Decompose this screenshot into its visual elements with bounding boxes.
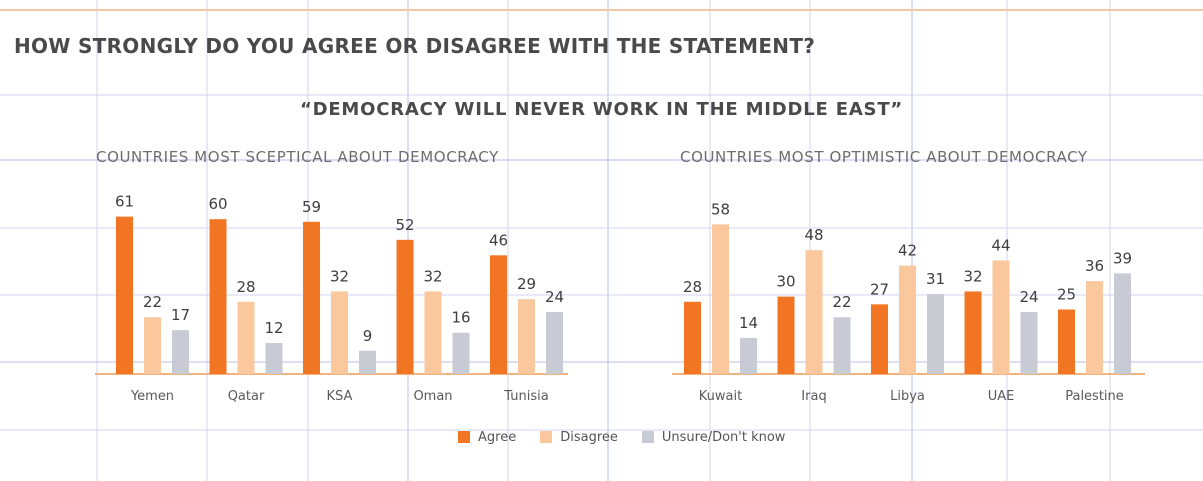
bar-disagree — [424, 291, 442, 374]
category-label: KSA — [327, 389, 353, 404]
bar-disagree — [144, 317, 161, 374]
bar-unsure — [1114, 273, 1131, 374]
bar-disagree — [518, 299, 535, 374]
bar-disagree — [237, 301, 255, 374]
category-label: Yemen — [130, 389, 174, 404]
statement-subtitle: “DEMOCRACY WILL NEVER WORK IN THE MIDDLE… — [299, 99, 904, 120]
data-label: 32 — [963, 267, 982, 285]
bar-agree — [1058, 309, 1075, 374]
bar-unsure — [1020, 312, 1038, 374]
legend-label-agree: Agree — [478, 429, 517, 445]
bar-unsure — [546, 312, 563, 374]
category-label: Kuwait — [699, 389, 742, 404]
bar-unsure — [265, 343, 283, 374]
data-label: 29 — [517, 275, 536, 293]
legend-item-agree: Agree — [458, 430, 516, 445]
legend-swatch-agree — [458, 431, 470, 443]
data-label: 59 — [302, 198, 321, 216]
data-label: 46 — [489, 231, 508, 249]
data-label: 14 — [739, 314, 758, 332]
legend-item-disagree: Disagree — [540, 430, 618, 445]
data-label: 16 — [451, 309, 470, 327]
data-label: 27 — [870, 280, 889, 298]
data-label: 22 — [143, 293, 162, 311]
data-label: 58 — [711, 200, 730, 218]
legend-item-unsure: Unsure/Don't know — [641, 429, 786, 445]
data-label: 42 — [898, 242, 917, 260]
data-label: 48 — [804, 226, 823, 244]
data-label: 39 — [1113, 249, 1132, 267]
category-label: Tunisia — [503, 389, 548, 404]
bar-agree — [777, 296, 795, 374]
data-label: 12 — [264, 319, 283, 337]
top-rule — [0, 9, 1203, 11]
data-label: 60 — [208, 195, 227, 213]
data-label: 30 — [776, 273, 795, 291]
bar-agree — [871, 304, 888, 374]
bar-unsure — [833, 317, 851, 374]
bar-disagree — [331, 291, 348, 374]
data-label: 61 — [115, 193, 134, 211]
bar-unsure — [452, 332, 470, 374]
bar-agree — [209, 219, 227, 374]
data-label: 31 — [926, 270, 945, 288]
data-label: 28 — [683, 278, 702, 296]
data-label: 28 — [236, 278, 255, 296]
bar-agree — [964, 291, 982, 374]
data-label: 36 — [1085, 257, 1104, 275]
category-label: Oman — [413, 389, 452, 404]
data-label: 25 — [1057, 286, 1076, 304]
bar-agree — [116, 216, 133, 374]
bar-disagree — [992, 260, 1010, 374]
bar-disagree — [899, 265, 916, 374]
legend-label-unsure: Unsure/Don't know — [661, 429, 786, 445]
data-label: 24 — [1019, 288, 1038, 306]
category-label: Palestine — [1065, 389, 1124, 404]
category-label: Iraq — [801, 389, 826, 404]
bar-disagree — [712, 224, 729, 374]
data-label: 32 — [423, 267, 442, 285]
data-label: 52 — [395, 216, 414, 234]
legend-swatch-disagree — [540, 431, 553, 443]
category-label: Qatar — [228, 389, 265, 404]
bar-agree — [303, 221, 320, 374]
bar-agree — [684, 301, 701, 374]
data-label: 24 — [545, 288, 564, 306]
bar-unsure — [740, 337, 757, 374]
bar-disagree — [805, 250, 823, 374]
legend-label-disagree: Disagree — [560, 429, 618, 445]
legend: Agree Disagree Unsure/Don't know — [458, 428, 809, 446]
bar-unsure — [927, 294, 944, 374]
data-label: 22 — [832, 293, 851, 311]
bar-agree — [396, 239, 414, 374]
panel-title-optimistic: COUNTRIES MOST OPTIMISTIC ABOUT DEMOCRAC… — [680, 148, 1088, 166]
data-label: 17 — [171, 306, 190, 324]
data-label: 44 — [991, 236, 1010, 254]
page-title: HOW STRONGLY DO YOU AGREE OR DISAGREE WI… — [14, 34, 816, 58]
bar-unsure — [172, 330, 189, 374]
bar-agree — [490, 255, 507, 374]
bar-unsure — [359, 350, 376, 374]
panel-title-sceptical: COUNTRIES MOST SCEPTICAL ABOUT DEMOCRACY — [96, 148, 499, 166]
category-label: Libya — [890, 389, 925, 404]
category-label: UAE — [988, 389, 1015, 404]
bar-disagree — [1086, 281, 1103, 374]
data-label: 32 — [330, 267, 349, 285]
data-label: 9 — [363, 327, 373, 345]
legend-swatch-unsure — [641, 431, 654, 443]
